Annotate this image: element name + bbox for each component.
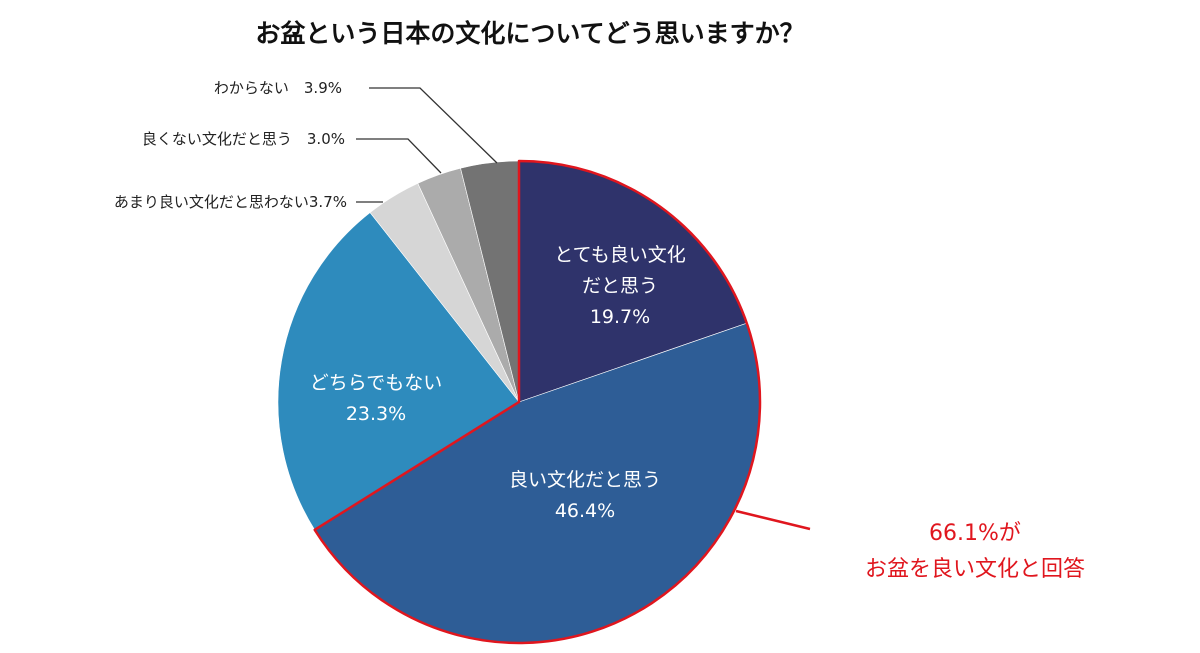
label-very-good-line2: だと思う bbox=[581, 275, 658, 297]
label-neutral: どちらでもない 23.3% bbox=[276, 368, 476, 430]
label-neutral-line1: どちらでもない bbox=[309, 372, 443, 394]
label-good: 良い文化だと思う 46.4% bbox=[470, 465, 700, 527]
label-good-line1: 良い文化だと思う bbox=[508, 469, 661, 491]
leader-line-dont-know bbox=[369, 87, 498, 164]
label-dont-know: わからない 3.9% bbox=[213, 79, 342, 97]
callout-line2: お盆を良い文化と回答 bbox=[864, 557, 1085, 582]
label-good-pct: 46.4% bbox=[554, 500, 616, 522]
label-very-good-pct: 19.7% bbox=[589, 306, 651, 328]
pie-slice bbox=[277, 212, 520, 531]
callout-line bbox=[735, 509, 811, 531]
label-neutral-pct: 23.3% bbox=[345, 403, 407, 425]
highlight-outline bbox=[313, 159, 762, 645]
label-very-good: とても良い文化 だと思う 19.7% bbox=[520, 240, 720, 333]
chart-title: お盆という日本の文化についてどう思いますか？ bbox=[255, 19, 805, 48]
label-not-really: あまり良い文化だと思わない3.7% bbox=[113, 193, 347, 211]
label-not-good: 良くない文化だと思う 3.0% bbox=[141, 130, 345, 148]
label-very-good-line1: とても良い文化 bbox=[554, 244, 686, 266]
callout-annotation: 66.1%が お盆を良い文化と回答 bbox=[820, 516, 1130, 588]
pie-slices bbox=[277, 160, 761, 644]
leader-line-not-good bbox=[356, 138, 442, 174]
highlight-outline-path bbox=[313, 159, 762, 645]
callout-line1: 66.1%が bbox=[929, 521, 1021, 546]
